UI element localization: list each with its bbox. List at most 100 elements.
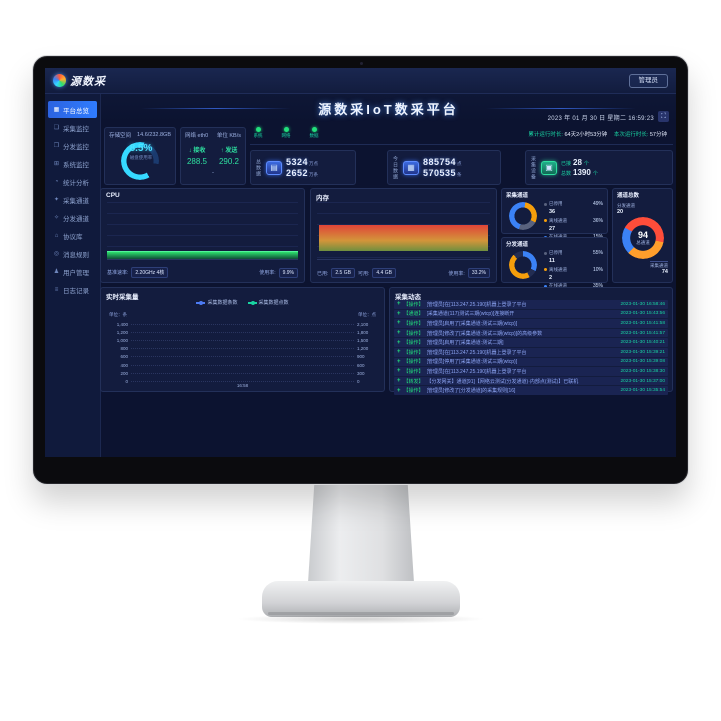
left-axis-tick: 600: [120, 354, 128, 360]
send-value: 290.2: [218, 157, 240, 166]
activity-row[interactable]: + 【操作】 [管理员]修改了[采集通道:测试三期(wtcp)]的高级参数 20…: [394, 328, 668, 338]
activity-list: + 【操作】 [管理员]在[113.247.25.190]机器上登录了平台 20…: [394, 300, 668, 396]
realtime-legend-item[interactable]: 采集数据条数: [196, 299, 238, 306]
cpu-usage-label: 使用率:: [259, 270, 276, 276]
right-axis-tick: 300: [357, 370, 365, 376]
realtime-legend: 采集数据条数 采集数据点数: [101, 299, 384, 306]
devices-icon: ▣: [541, 160, 557, 175]
sidebar-item-icon: ♟: [53, 269, 60, 275]
today-records-unit: 条: [457, 172, 462, 177]
activity-row[interactable]: + 【操作】 [管理员]停用了[采集通道:测试三期(wtcp)] 2023-01…: [394, 357, 668, 367]
activity-panel: 采集动态 + 【操作】 [管理员]在[113.247.25.190]机器上登录了…: [389, 287, 673, 395]
send-label: ↑ 发送: [220, 148, 238, 154]
activity-text: [管理员]启用了[采集通道:测试三期(wtcp)]: [426, 320, 518, 327]
activity-row[interactable]: + 【通道】 [采集通道(117)测试三期(wtcp)]连接断开 2023-01…: [394, 309, 668, 319]
memory-usage-band: [319, 225, 488, 251]
activity-row[interactable]: + 【操作】 [管理员]启用了[采集通道:测试三期(wtcp)] 2023-01…: [394, 319, 668, 328]
disk-usage-percent: 8.5%: [129, 143, 153, 154]
activity-text: [管理员]启用了[采集通道:测试二期]: [426, 340, 504, 347]
sidebar-item[interactable]: ✦ 采集通道: [48, 191, 97, 208]
activity-text: 【分发网关】通道[91]【网络云测试(分发通道)·内部点(测试)】已联机: [426, 378, 579, 385]
legend-row: 已停用 55% 11: [544, 250, 603, 264]
right-axis-tick: 2,100: [357, 321, 369, 327]
activity-tag: 【操作】: [403, 301, 424, 308]
activity-row[interactable]: + 【操作】 [管理员]在[113.247.25.190]机器上登录了平台 20…: [394, 300, 668, 309]
monitor-stand-base: [262, 581, 460, 617]
legend-label: 已停用: [549, 250, 563, 255]
memory-title: 内存: [316, 195, 329, 202]
activity-tag: 【操作】: [403, 368, 424, 375]
sidebar-item-label: 协议库: [63, 233, 83, 241]
activity-tag: 【转发】: [403, 378, 424, 385]
sidebar-item[interactable]: ≡ 日志记录: [48, 281, 97, 298]
legend-pct: 36%: [592, 217, 603, 224]
sidebar-item-label: 分发监控: [63, 143, 89, 151]
legend-pct: 10%: [592, 266, 603, 273]
activity-text: [管理员]停用了[采集通道:测试三期(wtcp)]: [426, 359, 518, 366]
memory-free-value: 4.4 GB: [372, 268, 396, 278]
legend-line-icon: [247, 300, 257, 305]
status-strip: 系统 网络 数据: [250, 127, 673, 145]
sidebar-item[interactable]: ⌂ 协议库: [48, 227, 97, 244]
axis-row: 200 300: [107, 369, 378, 377]
activity-time: 2023-01-30 15:41:58: [620, 320, 665, 326]
sidebar-item[interactable]: ✧ 分发通道: [48, 209, 97, 226]
plus-icon: +: [397, 387, 401, 394]
activity-row[interactable]: + 【操作】 [管理员]在[113.247.25.190]机器上登录了平台 20…: [394, 367, 668, 376]
sidebar-item[interactable]: ♟ 用户管理: [48, 263, 97, 280]
sidebar-item-label: 系统监控: [63, 161, 89, 169]
activity-row[interactable]: + 【操作】 [管理员]修改了[分发通道]的采集规则[16] 2023-01-3…: [394, 386, 668, 395]
activity-row[interactable]: + 【操作】 [管理员]启用了[采集通道:测试二期] 2023-01-30 15…: [394, 338, 668, 347]
activity-text: [管理员]在[113.247.25.190]机器上登录了平台: [426, 301, 527, 308]
dispatch-total-label: 分发通道: [617, 203, 635, 208]
network-card: 网络 eth0 单位 KB/s ↓ 接收 288.5 ↑ 发送 290.2 -: [180, 127, 246, 185]
activity-row[interactable]: + 【转发】 【分发网关】通道[91]【网络云测试(分发通道)·内部点(测试)】…: [394, 376, 668, 386]
devices-row2-label: 总数: [561, 171, 572, 177]
sidebar-item[interactable]: ◎ 消息规则: [48, 245, 97, 262]
plus-icon: +: [397, 339, 401, 346]
dispatch-channel-panel: 分发通道 已停用 55% 11 离线通道: [501, 237, 608, 297]
sidebar-item[interactable]: ❏ 采集监控: [48, 119, 97, 136]
today-points-unit: 点: [457, 161, 462, 166]
sidebar-item-label: 分发通道: [63, 215, 89, 223]
admin-button[interactable]: 管理员: [628, 74, 668, 88]
activity-time: 2023-01-30 15:43:56: [620, 311, 665, 317]
sidebar-item[interactable]: ▦ 平台总览: [48, 101, 97, 118]
today-points-value: 885754: [423, 157, 457, 167]
gridline: [131, 331, 354, 333]
activity-title: 采集动态: [395, 294, 421, 301]
legend-label: 在线通道: [549, 234, 591, 240]
plus-icon: +: [397, 320, 401, 327]
legend-marker-icon: [544, 219, 547, 222]
today-data-icon: ▦: [403, 160, 419, 175]
fullscreen-icon[interactable]: ⛶: [658, 111, 669, 122]
activity-row[interactable]: + 【操作】 [管理员]在[113.247.25.190]机器上登录了平台 20…: [394, 347, 668, 357]
plus-icon: +: [397, 349, 401, 356]
disk-gauge-text: 8.5% 磁盘使用率: [106, 143, 176, 161]
sidebar-item-icon: ✦: [53, 197, 60, 203]
activity-tag: 【操作】: [403, 330, 424, 337]
memory-usage-label: 使用率:: [448, 270, 465, 277]
left-axis-tick: 200: [120, 370, 128, 376]
activity-tag: 【操作】: [403, 349, 424, 356]
realtime-plot: 1,400 2,100 1,200 1,800 1,000 1,500: [107, 320, 378, 386]
network-unit: 单位 KB/s: [216, 133, 241, 139]
activity-time: 2023-01-30 15:35:54: [620, 388, 665, 394]
axis-row: 600 900: [107, 353, 378, 361]
legend-marker-icon: [544, 284, 547, 288]
sidebar-item[interactable]: ❐ 分发监控: [48, 137, 97, 154]
recv-label: ↓ 接收: [188, 148, 206, 154]
realtime-legend-item[interactable]: 采集数据点数: [247, 299, 289, 306]
legend-label: 离线通道: [549, 266, 567, 272]
activity-time: 2023-01-30 15:41:57: [620, 330, 665, 336]
activity-time: 2023-01-30 15:37:00: [620, 378, 665, 384]
left-axis-tick: 1,400: [116, 321, 128, 327]
realtime-legend-label: 采集数据点数: [258, 300, 289, 306]
uptime-total-value: 64天2小时53分钟: [564, 132, 608, 138]
logo-text: 源数采: [70, 75, 106, 88]
sidebar-item[interactable]: ◔ 统计分析: [48, 173, 97, 190]
plus-icon: +: [397, 310, 401, 317]
sidebar-item[interactable]: ⊞ 系统监控: [48, 155, 97, 172]
uptime-total-label: 累计运行时长:: [528, 132, 563, 138]
sidebar-item-icon: ◎: [53, 251, 60, 257]
